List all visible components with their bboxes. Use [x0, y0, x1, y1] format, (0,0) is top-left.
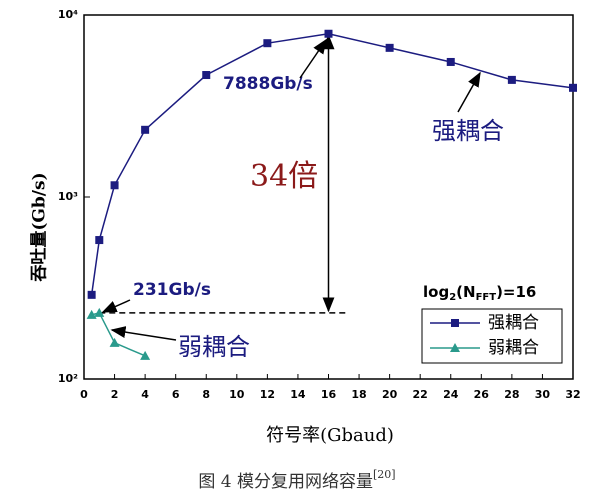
point: [385, 43, 394, 52]
log-text: (N: [456, 283, 475, 301]
ratio-label: 34倍: [250, 159, 318, 194]
low-label: 231Gb/s: [133, 280, 211, 300]
log-text: log: [423, 283, 449, 301]
x-tick-label: 10: [229, 388, 245, 401]
x-tick-label: 24: [443, 388, 459, 401]
point: [110, 181, 119, 190]
legend-box: [421, 308, 563, 364]
x-tick-label: 2: [111, 388, 119, 401]
point: [140, 350, 151, 360]
legend-label: 强耦合: [488, 313, 539, 333]
strong-label: 强耦合: [432, 117, 504, 145]
log-text: )=16: [496, 283, 536, 301]
x-tick-label: 4: [141, 388, 149, 401]
x-tick-label: 30: [535, 388, 551, 401]
x-tick-label: 6: [172, 388, 180, 401]
point: [507, 75, 516, 84]
legend-label: 弱耦合: [488, 338, 539, 358]
arrow: [299, 38, 327, 79]
x-axis-label: 符号率(Gbaud): [266, 425, 394, 446]
x-tick-label: 28: [504, 388, 519, 401]
weak-label: 弱耦合: [178, 333, 250, 361]
caption: 图 4 模分复用网络容量[20]: [198, 468, 395, 492]
arrow: [101, 299, 131, 313]
series-line: [91, 311, 146, 357]
log-sub: FFT: [476, 292, 497, 303]
y-axis-label: 吞吐量(Gb/s): [29, 172, 50, 281]
point: [87, 290, 96, 299]
point: [86, 309, 97, 319]
point: [446, 57, 455, 66]
point: [202, 71, 211, 80]
x-tick-label: 32: [565, 388, 580, 401]
caption-text: 图 4 模分复用网络容量: [198, 472, 373, 492]
point: [94, 307, 105, 317]
y-tick-label: 10⁴: [58, 8, 78, 21]
point: [95, 236, 104, 245]
arrow: [110, 326, 177, 341]
log-sub: 2: [449, 292, 456, 303]
x-tick-label: 26: [474, 388, 490, 401]
arrow: [457, 71, 481, 113]
point: [451, 319, 459, 327]
log-annotation: log2(NFFT)=16: [423, 283, 536, 304]
x-tick-label: 18: [351, 388, 366, 401]
x-tick-label: 8: [202, 388, 210, 401]
x-tick-label: 0: [80, 388, 88, 401]
series-line: [90, 32, 574, 295]
peak-label: 7888Gb/s: [223, 74, 313, 94]
x-tick-label: 14: [290, 388, 306, 401]
point: [324, 29, 333, 38]
point: [569, 83, 577, 92]
point: [141, 125, 150, 134]
y-tick-label: 10²: [58, 372, 78, 385]
x-tick-label: 20: [382, 388, 398, 401]
x-tick-label: 22: [413, 388, 428, 401]
point: [109, 337, 120, 347]
y-tick-label: 10³: [58, 190, 78, 203]
x-tick-label: 16: [321, 388, 337, 401]
point: [263, 39, 272, 48]
caption-ref: [20]: [373, 468, 396, 481]
point: [450, 343, 460, 352]
x-tick-label: 12: [260, 388, 275, 401]
